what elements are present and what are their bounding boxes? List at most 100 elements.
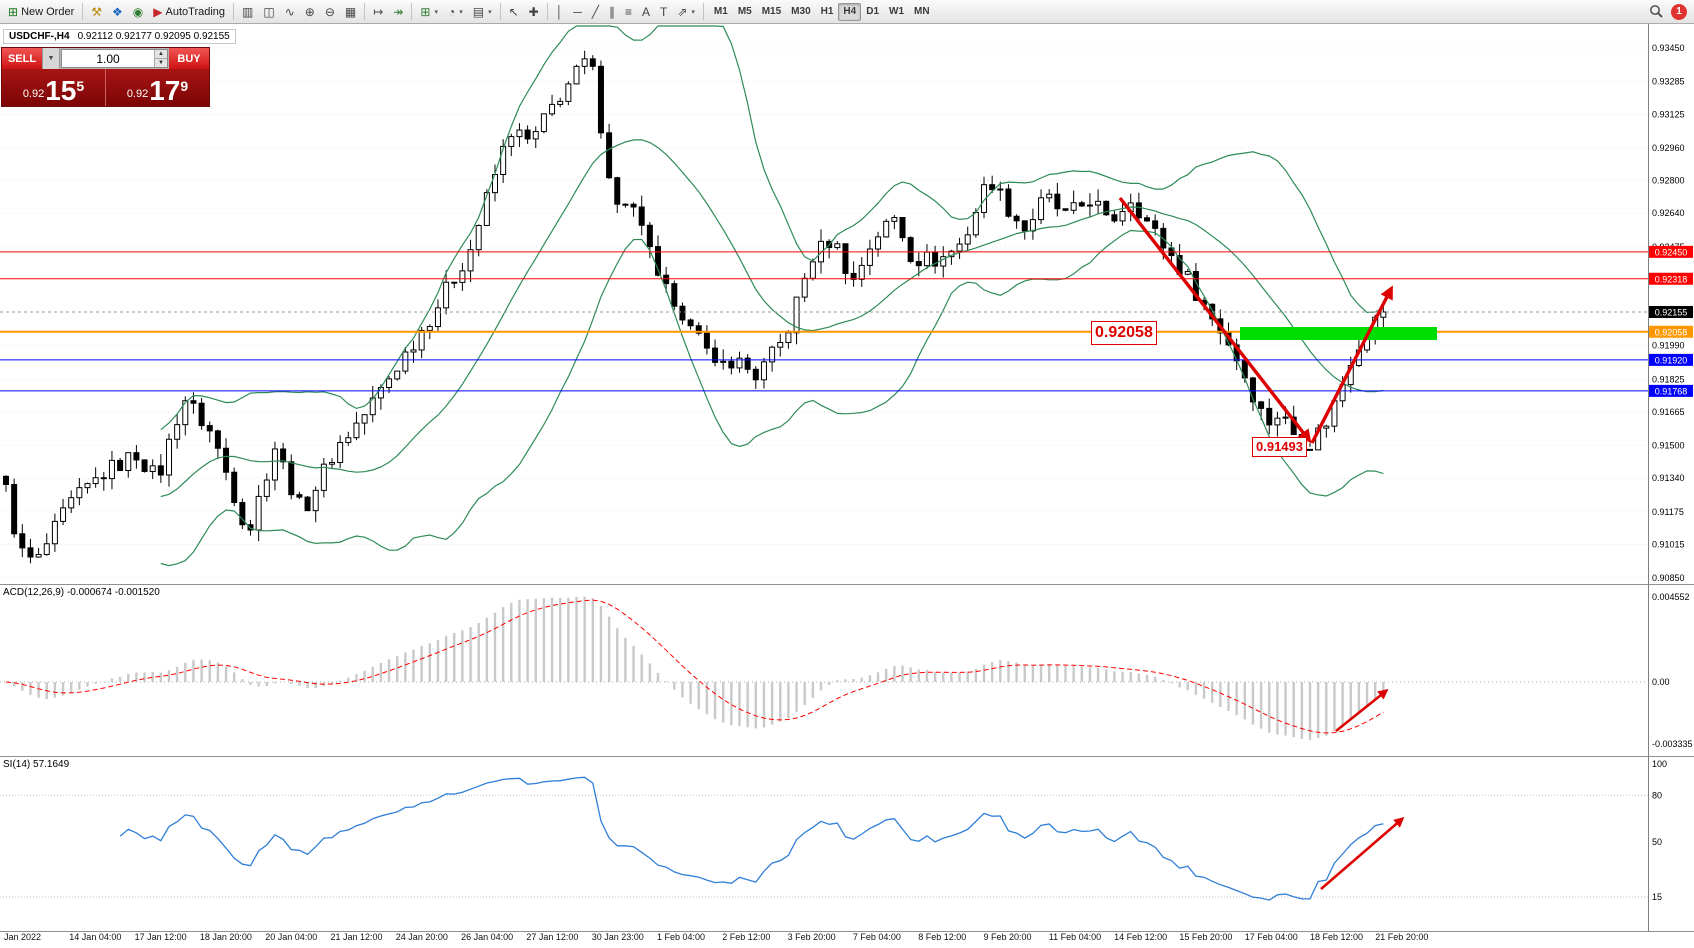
- bar-chart-icon[interactable]: ▥: [237, 1, 258, 23]
- horizontal-line-icon[interactable]: ─: [568, 1, 587, 23]
- toolbar-separator: [233, 3, 235, 20]
- macd-indicator-label: ACD(12,26,9) -0.000674 -0.001520: [3, 587, 160, 598]
- trend-arrow-down[interactable]: [1118, 196, 1312, 444]
- svg-text:0.00: 0.00: [1652, 677, 1670, 687]
- sell-price[interactable]: 0.92 15 5: [2, 69, 106, 106]
- level-price-label[interactable]: 0.92058: [1091, 321, 1157, 345]
- line-chart-icon[interactable]: ∿: [280, 1, 300, 23]
- crosshair-icon[interactable]: ✚: [524, 1, 544, 23]
- dropdown-caret-icon[interactable]: ▾: [488, 8, 492, 16]
- dropdown-caret-icon[interactable]: ▾: [434, 8, 438, 16]
- svg-text:9 Feb 20:00: 9 Feb 20:00: [984, 932, 1032, 942]
- volume-down-icon[interactable]: ▼: [155, 59, 167, 67]
- timeframe-group: M1 M5 M15 M30 H1 H4 D1 W1 MN: [709, 2, 935, 21]
- label-icon[interactable]: T: [655, 1, 672, 23]
- fibonacci-icon[interactable]: ≡: [620, 1, 637, 23]
- vertical-line-icon[interactable]: │: [551, 1, 569, 23]
- dropdown-caret-icon[interactable]: ▾: [459, 8, 463, 16]
- svg-text:0.91990: 0.91990: [1652, 341, 1685, 351]
- time-axis: Jan 2022 14 Jan 04:00 17 Jan 12:00 18 Jan 2…: [4, 932, 1428, 942]
- svg-text:0.92450: 0.92450: [1655, 247, 1688, 257]
- autotrading-button[interactable]: ▶ AutoTrading: [148, 1, 230, 23]
- svg-text:0.92318: 0.92318: [1655, 274, 1688, 284]
- new-chart-icon[interactable]: ⊞ ▾: [415, 1, 443, 23]
- cursor-icon[interactable]: ↖: [504, 1, 524, 23]
- tile-windows-icon[interactable]: ▦: [340, 1, 361, 23]
- svg-text:30 Jan 23:00: 30 Jan 23:00: [592, 932, 644, 942]
- toolbar-separator: [702, 3, 704, 20]
- svg-text:0.93125: 0.93125: [1652, 109, 1685, 119]
- profiles-icon[interactable]: ❖: [107, 1, 128, 23]
- chart-area[interactable]: Jan 2022 14 Jan 04:00 17 Jan 12:00 18 Jan 2…: [0, 24, 1694, 943]
- search-icon[interactable]: [1649, 4, 1664, 19]
- svg-text:0.92960: 0.92960: [1652, 143, 1685, 153]
- panel-separators: [0, 584, 1694, 932]
- svg-text:0.92640: 0.92640: [1652, 208, 1685, 218]
- template-icon[interactable]: ▤ ▾: [468, 1, 497, 23]
- horizontal-line-icon: ─: [573, 4, 582, 19]
- notification-badge[interactable]: 1: [1671, 3, 1687, 20]
- timeframe-d1-button[interactable]: D1: [866, 5, 880, 17]
- buy-button[interactable]: BUY: [169, 48, 209, 69]
- svg-text:7 Feb 04:00: 7 Feb 04:00: [853, 932, 901, 942]
- dropdown-caret-icon[interactable]: ▾: [691, 8, 695, 16]
- autotrading-icon: ▶: [153, 4, 163, 19]
- symbol-info: USDCHF-,H4 0.92112 0.92177 0.92095 0.921…: [3, 29, 236, 44]
- arrows-icon: ⇗: [677, 4, 688, 19]
- zoom-in-icon: ⊕: [304, 4, 315, 19]
- svg-text:20 Jan 04:00: 20 Jan 04:00: [265, 932, 317, 942]
- macd-arrow-up[interactable]: [1335, 689, 1389, 733]
- text-icon[interactable]: A: [637, 1, 655, 23]
- svg-text:80: 80: [1652, 790, 1662, 800]
- sell-button[interactable]: SELL: [2, 48, 42, 69]
- svg-text:100: 100: [1652, 759, 1667, 769]
- bar-chart-icon: ▥: [242, 4, 254, 19]
- timeframe-h4-button[interactable]: H4: [838, 2, 862, 21]
- timeframe-mn-button[interactable]: MN: [914, 5, 930, 17]
- market-watch-icon[interactable]: ◉: [128, 1, 148, 23]
- timeframe-h1-button[interactable]: H1: [820, 5, 834, 17]
- timeframe-m30-button[interactable]: M30: [791, 5, 811, 17]
- toolbar-right: 1: [1649, 3, 1691, 20]
- svg-text:14 Feb 12:00: 14 Feb 12:00: [1114, 932, 1167, 942]
- zoom-out-icon[interactable]: ⊖: [320, 1, 340, 23]
- rsi-indicator-label: SI(14) 57.1649: [3, 759, 70, 770]
- svg-text:0.92058: 0.92058: [1655, 327, 1688, 337]
- rsi-arrow-up[interactable]: [1320, 816, 1405, 890]
- chart-shift-icon[interactable]: ↦: [368, 1, 388, 23]
- new-order-button[interactable]: ⊞ New Order: [3, 1, 79, 23]
- volume-input[interactable]: [62, 50, 154, 67]
- sell-price-sup: 5: [76, 78, 85, 94]
- period-icon[interactable]: ◔ ▾: [443, 1, 468, 23]
- svg-text:0.004552: 0.004552: [1652, 592, 1690, 602]
- timeframe-m1-button[interactable]: M1: [713, 5, 728, 17]
- timeframe-m15-button[interactable]: M15: [761, 5, 782, 17]
- styler-icon[interactable]: ⚒: [86, 1, 107, 23]
- trend-arrow-up[interactable]: [1310, 285, 1393, 444]
- label-icon: T: [659, 4, 668, 19]
- channel-icon[interactable]: ∥: [604, 1, 620, 23]
- svg-text:0.91340: 0.91340: [1652, 473, 1685, 483]
- chart-canvas[interactable]: Jan 2022 14 Jan 04:00 17 Jan 12:00 18 Jan 2…: [0, 24, 1694, 943]
- auto-scroll-icon[interactable]: ↠: [388, 1, 408, 23]
- trade-controls-row: SELL ▼ ▲ ▼ BUY: [2, 48, 209, 69]
- symbol-title: USDCHF-,H4: [9, 31, 70, 42]
- buy-price[interactable]: 0.92 17 9: [106, 69, 209, 106]
- order-type-dropdown[interactable]: ▼: [42, 48, 60, 69]
- zoom-in-icon[interactable]: ⊕: [300, 1, 320, 23]
- fibonacci-icon: ≡: [624, 4, 632, 19]
- buy-price-big: 17: [149, 75, 181, 106]
- chart-shift-icon: ↦: [373, 4, 384, 19]
- arrows-icon[interactable]: ⇗ ▾: [672, 1, 700, 23]
- timeframe-w1-button[interactable]: W1: [889, 5, 905, 17]
- volume-up-icon[interactable]: ▲: [155, 50, 167, 59]
- highlight-zone[interactable]: [1240, 327, 1437, 340]
- support-price-label[interactable]: 0.91493: [1252, 437, 1307, 457]
- svg-text:0.92800: 0.92800: [1652, 176, 1685, 186]
- timeframe-m5-button[interactable]: M5: [737, 5, 752, 17]
- new-order-icon: ⊞: [8, 4, 19, 19]
- trendline-icon[interactable]: ╱: [587, 1, 604, 23]
- new-order-button-label: New Order: [21, 5, 75, 18]
- svg-text:0.91175: 0.91175: [1652, 507, 1684, 517]
- candlestick-chart-icon[interactable]: ◫: [258, 1, 279, 23]
